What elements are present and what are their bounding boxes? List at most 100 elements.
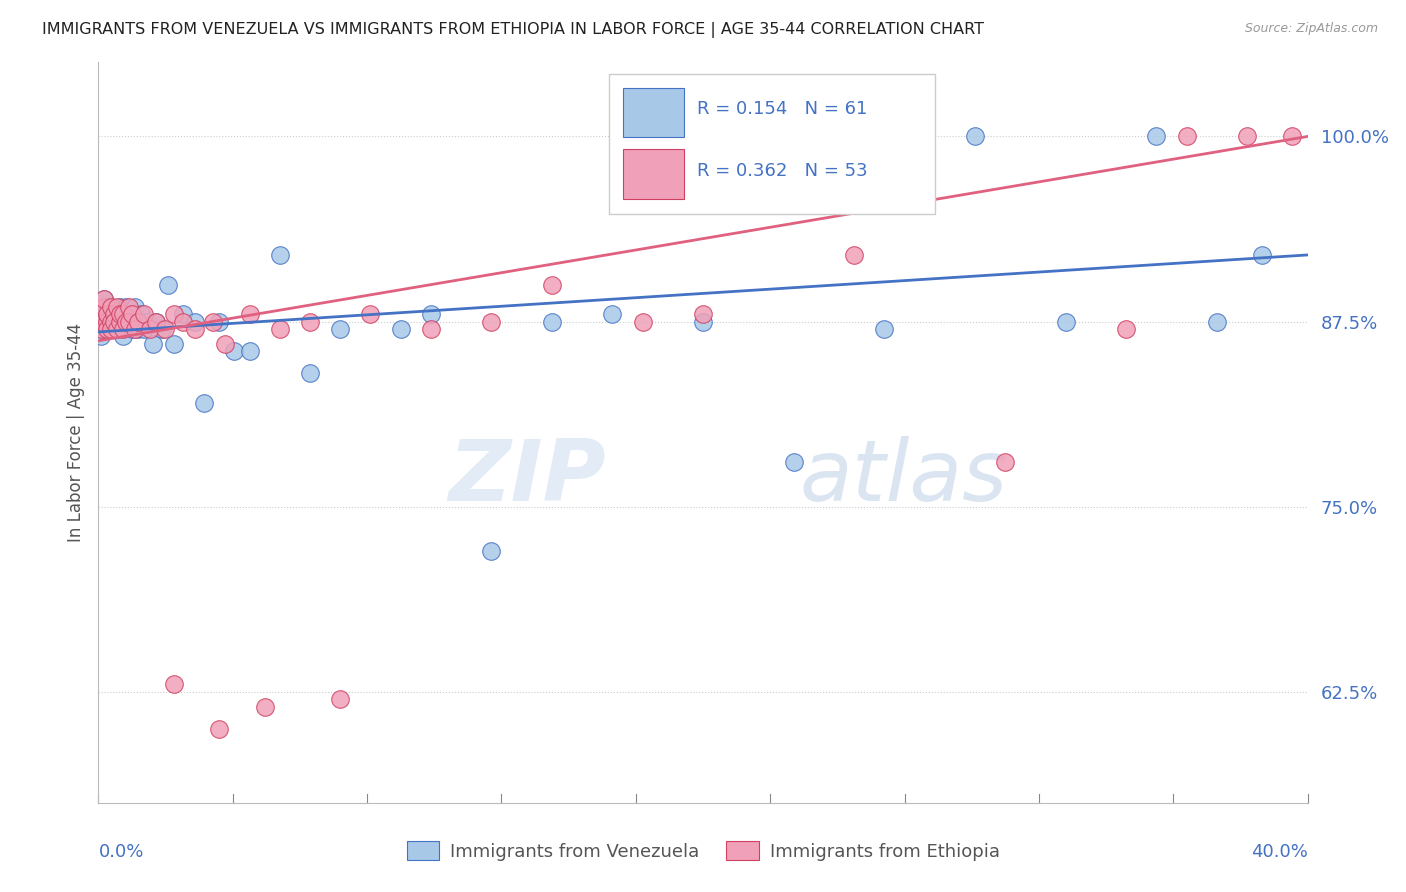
Point (299, 315, 322, 329)
Point (127, 315, 149, 329)
Point (103, 307, 125, 321)
Point (127, 315, 149, 329)
Point (90, 315, 112, 329)
Point (96, 322, 118, 336)
Point (208, 315, 231, 329)
Point (214, 336, 236, 351)
Point (1175, 129, 1198, 144)
Point (90, 322, 112, 336)
Text: Source: ZipAtlas.com: Source: ZipAtlas.com (1244, 22, 1378, 36)
Point (121, 307, 143, 321)
Point (118, 300, 141, 314)
Point (172, 307, 194, 321)
Point (111, 315, 134, 329)
Point (420, 307, 443, 321)
Point (100, 315, 122, 329)
Point (692, 307, 714, 321)
Point (153, 322, 176, 336)
Point (90, 307, 112, 321)
Point (329, 322, 352, 336)
Point (96, 315, 118, 329)
Point (105, 322, 128, 336)
Point (105, 300, 128, 314)
Point (114, 315, 136, 329)
Point (105, 307, 128, 321)
Point (540, 315, 562, 329)
Point (132, 307, 155, 321)
Point (184, 315, 207, 329)
Point (1281, 129, 1303, 144)
Point (202, 315, 225, 329)
Point (329, 692, 352, 706)
Point (100, 300, 122, 314)
Point (239, 344, 262, 359)
Point (163, 336, 186, 351)
Point (389, 322, 412, 336)
Point (90, 329, 112, 343)
Point (844, 248, 866, 262)
Point (142, 336, 165, 351)
Point (105, 315, 128, 329)
Point (103, 315, 125, 329)
Point (193, 396, 215, 410)
Point (163, 677, 186, 691)
Text: R = 0.362   N = 53: R = 0.362 N = 53 (697, 162, 868, 180)
Point (145, 315, 167, 329)
Point (111, 307, 134, 321)
Point (124, 300, 146, 314)
Point (111, 307, 134, 321)
Point (692, 315, 714, 329)
Point (135, 315, 157, 329)
Point (631, 315, 654, 329)
Point (108, 315, 131, 329)
Point (208, 722, 231, 736)
Point (994, 455, 1017, 469)
Point (163, 307, 186, 321)
Point (114, 300, 136, 314)
Point (93, 307, 115, 321)
FancyBboxPatch shape (623, 149, 683, 199)
Point (111, 329, 134, 343)
Legend: Immigrants from Venezuela, Immigrants from Ethiopia: Immigrants from Venezuela, Immigrants fr… (399, 834, 1007, 868)
Point (129, 307, 152, 321)
Point (1206, 315, 1229, 329)
Point (111, 322, 134, 336)
Text: IMMIGRANTS FROM VENEZUELA VS IMMIGRANTS FROM ETHIOPIA IN LABOR FORCE | AGE 35-44: IMMIGRANTS FROM VENEZUELA VS IMMIGRANTS … (42, 22, 984, 38)
Point (1251, 248, 1274, 262)
Point (118, 315, 141, 329)
Point (150, 322, 173, 336)
Text: 0.0%: 0.0% (98, 843, 143, 861)
Point (93, 322, 115, 336)
Point (96, 322, 118, 336)
Point (118, 315, 141, 329)
Point (540, 277, 562, 292)
Point (139, 322, 162, 336)
Point (184, 322, 207, 336)
Point (224, 344, 246, 359)
Point (108, 322, 131, 336)
Point (127, 322, 149, 336)
Point (299, 367, 322, 381)
Point (239, 307, 262, 321)
Point (1115, 322, 1137, 336)
Point (269, 248, 291, 262)
Point (873, 322, 896, 336)
Point (1054, 315, 1077, 329)
FancyBboxPatch shape (623, 87, 683, 137)
Point (172, 315, 194, 329)
Point (93, 293, 115, 307)
Point (124, 322, 146, 336)
Point (481, 544, 503, 558)
Point (100, 315, 122, 329)
FancyBboxPatch shape (609, 73, 935, 214)
Y-axis label: In Labor Force | Age 35-44: In Labor Force | Age 35-44 (66, 323, 84, 542)
Point (108, 300, 131, 314)
Point (93, 293, 115, 307)
Point (783, 455, 806, 469)
Text: ZIP: ZIP (449, 435, 606, 518)
Text: R = 0.154   N = 61: R = 0.154 N = 61 (697, 100, 868, 118)
Point (93, 315, 115, 329)
Point (420, 322, 443, 336)
Point (96, 307, 118, 321)
Text: 40.0%: 40.0% (1251, 843, 1308, 861)
